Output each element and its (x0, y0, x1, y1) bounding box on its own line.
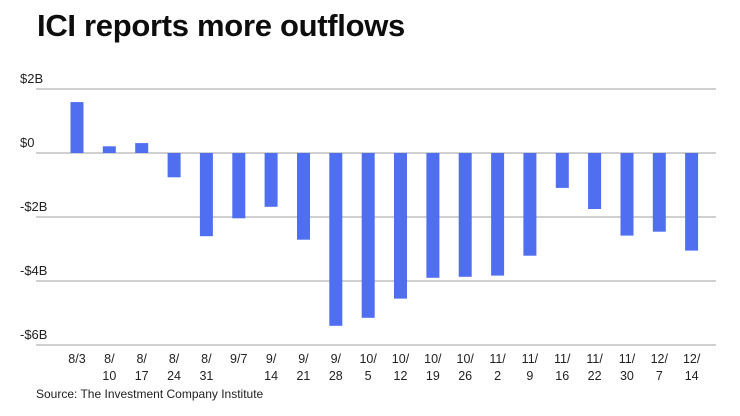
bar (620, 153, 634, 236)
x-tick-label: 10/19 (424, 352, 442, 383)
bar (458, 153, 472, 277)
y-tick-label: -$4B (20, 263, 47, 278)
bar (199, 153, 213, 237)
x-tick-label: 11/2 (489, 352, 506, 383)
bar (426, 153, 440, 278)
x-tick-label: 8/31 (199, 352, 213, 383)
y-tick-label: -$2B (20, 199, 47, 214)
x-tick-label: 11/30 (619, 352, 636, 383)
bars (70, 102, 699, 326)
bar (135, 143, 149, 153)
chart-title: ICI reports more outflows (37, 8, 405, 43)
x-tick-label: 10/26 (457, 352, 475, 383)
bar (264, 153, 278, 207)
x-tick-label: 12/14 (683, 352, 701, 383)
bar (685, 153, 699, 251)
y-axis-tick-labels: $2B $0 -$2B -$4B -$6B (20, 71, 47, 342)
x-tick-label: 8/17 (135, 352, 149, 383)
x-tick-label: 8/24 (167, 352, 181, 383)
x-tick-label: 10/5 (359, 352, 377, 383)
x-tick-label: 9/7 (230, 352, 247, 366)
y-tick-label: -$6B (20, 327, 47, 342)
x-tick-label: 9/28 (329, 352, 343, 383)
y-tick-label: $2B (20, 71, 43, 86)
bar (652, 153, 666, 232)
x-tick-label: 12/7 (651, 352, 669, 383)
bar (329, 153, 343, 326)
bar (523, 153, 537, 256)
bar (70, 102, 84, 153)
x-tick-label: 8/10 (102, 352, 116, 383)
x-tick-label: 11/16 (554, 352, 571, 383)
bar (297, 153, 310, 240)
bar (555, 153, 569, 188)
bar (394, 153, 407, 299)
x-tick-label: 9/14 (264, 352, 278, 383)
gridlines (36, 88, 716, 346)
x-tick-label: 11/22 (586, 352, 603, 383)
y-tick-label: $0 (20, 135, 34, 150)
bar (232, 153, 246, 219)
x-tick-label: 8/3 (68, 352, 85, 366)
x-tick-label: 10/12 (392, 352, 410, 383)
source-note: Source: The Investment Company Institute (36, 387, 264, 401)
x-tick-label: 9/21 (296, 352, 310, 383)
bar (167, 153, 181, 178)
bar (491, 153, 505, 276)
bar (361, 153, 375, 318)
x-axis-tick-labels: 8/3 8/10 8/17 8/24 8/31 9/7 9/14 9/21 9/28 10/5 10… (68, 352, 701, 383)
bar (588, 153, 602, 209)
bar (102, 146, 116, 153)
x-tick-label: 11/9 (522, 352, 539, 383)
